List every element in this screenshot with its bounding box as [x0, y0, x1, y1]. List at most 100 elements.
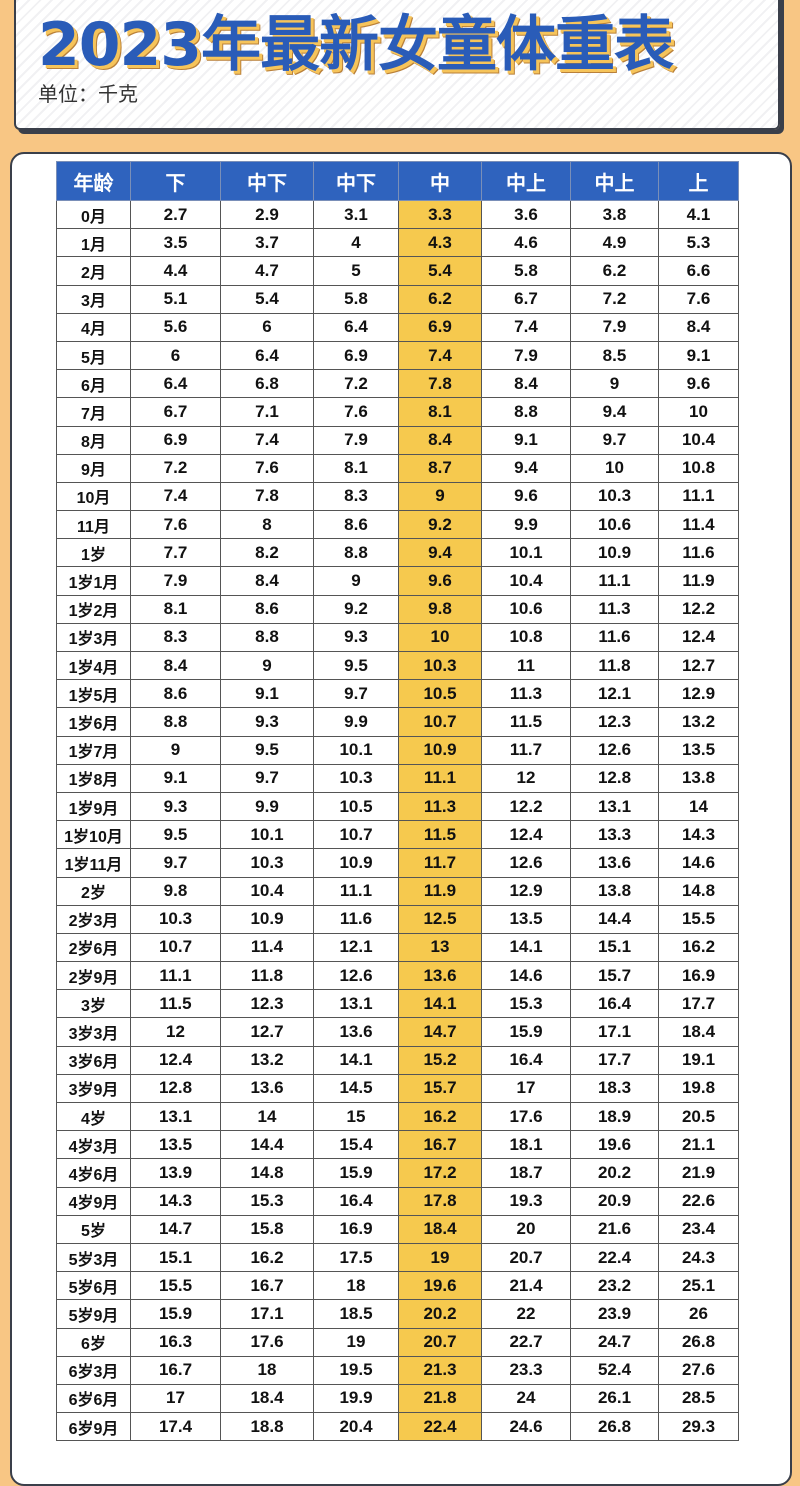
weight-cell: 20.4	[313, 1412, 399, 1442]
weight-cell: 20.9	[570, 1186, 659, 1216]
column-header: 中上	[481, 161, 571, 201]
age-cell: 1岁3月	[56, 622, 131, 653]
weight-cell: 17	[481, 1073, 571, 1104]
weight-cell: 26	[658, 1299, 739, 1329]
weight-cell: 12.9	[481, 876, 571, 906]
weight-cell: 26.1	[570, 1383, 659, 1414]
weight-cell: 8.6	[313, 510, 399, 540]
weight-cell: 4.4	[130, 256, 221, 286]
age-cell: 4岁	[56, 1101, 131, 1132]
age-cell: 1岁7月	[56, 735, 131, 765]
weight-cell: 10.3	[398, 650, 482, 681]
weight-cell: 19.5	[313, 1355, 399, 1385]
weight-cell: 20.7	[398, 1327, 482, 1357]
weight-cell: 17.6	[220, 1327, 314, 1357]
weight-cell: 21.6	[570, 1214, 659, 1244]
age-cell: 1岁	[56, 538, 131, 568]
weight-cell: 9.1	[220, 679, 314, 709]
weight-cell: 12.9	[658, 679, 739, 709]
weight-cell: 10.4	[220, 876, 314, 906]
weight-cell: 16.9	[658, 961, 739, 991]
weight-cell: 13.1	[570, 791, 659, 822]
age-cell: 3岁	[56, 989, 131, 1019]
weight-cell: 11.7	[398, 848, 482, 878]
weight-cell: 8.8	[130, 707, 221, 737]
weight-cell: 5.8	[481, 256, 571, 286]
weight-cell: 18.9	[570, 1101, 659, 1132]
weight-cell: 12.6	[481, 848, 571, 878]
age-cell: 1岁9月	[56, 791, 131, 822]
weight-cell: 7.7	[130, 538, 221, 568]
weight-cell: 7.9	[481, 340, 571, 371]
weight-cell: 9.8	[398, 594, 482, 624]
age-cell: 5月	[56, 340, 131, 371]
table-row: 4岁 13.1 14 15 16.2 17.6 18.9 20.5	[56, 1101, 739, 1132]
table-row: 2岁6月 10.7 11.4 12.1 13 14.1 15.1 16.2	[56, 932, 739, 963]
weight-cell: 4.3	[398, 228, 482, 258]
weight-cell: 9	[220, 650, 314, 681]
age-cell: 3月	[56, 284, 131, 314]
weight-cell: 11.5	[481, 707, 571, 737]
weight-cell: 14.4	[220, 1130, 314, 1160]
weight-cell: 18.4	[220, 1383, 314, 1414]
age-cell: 1岁11月	[56, 848, 131, 878]
weight-cell: 6.4	[220, 340, 314, 371]
table-row: 3岁 11.5 12.3 13.1 14.1 15.3 16.4 17.7	[56, 989, 739, 1019]
weight-cell: 8.6	[220, 594, 314, 624]
weight-cell: 9	[398, 481, 482, 512]
weight-cell: 8.8	[313, 538, 399, 568]
weight-cell: 7.8	[220, 481, 314, 512]
weight-cell: 12.3	[220, 989, 314, 1019]
weight-cell: 8.8	[220, 622, 314, 653]
weight-cell: 15	[313, 1101, 399, 1132]
weight-cell: 15.9	[130, 1299, 221, 1329]
table-row: 2月 4.4 4.7 5 5.4 5.8 6.2 6.6	[56, 256, 739, 286]
weight-cell: 6	[220, 312, 314, 342]
weight-cell: 25.1	[658, 1271, 739, 1301]
weight-cell: 14.1	[313, 1045, 399, 1075]
weight-cell: 6.2	[398, 284, 482, 314]
weight-cell: 10.9	[313, 848, 399, 878]
weight-cell: 8.4	[220, 566, 314, 596]
weight-cell: 8.8	[481, 397, 571, 427]
weight-cell: 18.4	[398, 1214, 482, 1244]
weight-cell: 6.4	[313, 312, 399, 342]
weight-cell: 15.7	[398, 1073, 482, 1104]
age-cell: 1月	[56, 228, 131, 258]
table-row: 3月 5.1 5.4 5.8 6.2 6.7 7.2 7.6	[56, 284, 739, 314]
weight-cell: 19.9	[313, 1383, 399, 1414]
age-cell: 6岁	[56, 1327, 131, 1357]
table-row: 2岁3月 10.3 10.9 11.6 12.5 13.5 14.4 15.5	[56, 904, 739, 934]
weight-cell: 21.3	[398, 1355, 482, 1385]
age-cell: 2岁6月	[56, 932, 131, 963]
column-header: 年龄	[56, 161, 131, 201]
weight-cell: 9.1	[658, 340, 739, 371]
age-cell: 0月	[56, 199, 131, 230]
weight-cell: 14.6	[481, 961, 571, 991]
table-row: 6岁3月 16.7 18 19.5 21.3 23.3 52.4 27.6	[56, 1355, 739, 1385]
weight-cell: 10.3	[313, 763, 399, 793]
table-row: 5岁 14.7 15.8 16.9 18.4 20 21.6 23.4	[56, 1214, 739, 1244]
weight-cell: 8.5	[570, 340, 659, 371]
table-row: 11月 7.6 8 8.6 9.2 9.9 10.6 11.4	[56, 510, 739, 540]
weight-cell: 8.4	[658, 312, 739, 342]
weight-cell: 7.8	[398, 369, 482, 399]
weight-cell: 7.4	[130, 481, 221, 512]
weight-cell: 10.9	[220, 904, 314, 934]
age-cell: 11月	[56, 510, 131, 540]
weight-cell: 20	[481, 1214, 571, 1244]
weight-cell: 12.2	[658, 594, 739, 624]
age-cell: 1岁2月	[56, 594, 131, 624]
weight-cell: 12.8	[570, 763, 659, 793]
weight-cell: 8.7	[398, 453, 482, 483]
weight-cell: 9.6	[398, 566, 482, 596]
weight-cell: 13.6	[313, 1017, 399, 1047]
weight-cell: 15.9	[481, 1017, 571, 1047]
weight-cell: 12.4	[130, 1045, 221, 1075]
weight-cell: 10.5	[313, 791, 399, 822]
weight-cell: 5.8	[313, 284, 399, 314]
weight-cell: 11.7	[481, 735, 571, 765]
weight-cell: 10.1	[220, 820, 314, 850]
weight-cell: 14.5	[313, 1073, 399, 1104]
weight-cell: 16.7	[130, 1355, 221, 1385]
